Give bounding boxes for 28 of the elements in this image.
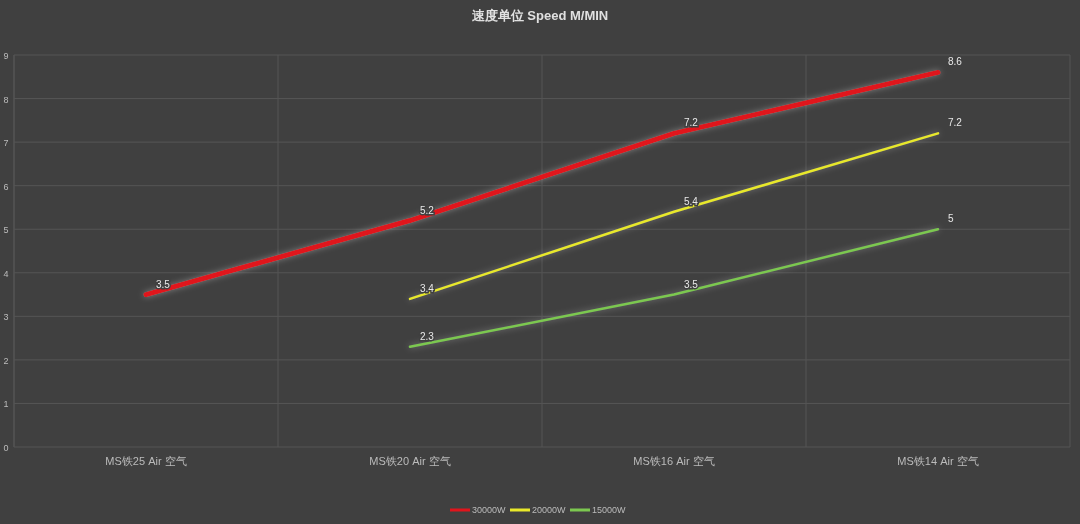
legend-label: 30000W — [472, 505, 507, 515]
data-label: 3.4 — [420, 282, 435, 294]
y-tick-label: 6 — [3, 181, 9, 192]
legend-label: 15000W — [592, 505, 627, 515]
x-tick-label: MS铁25 Air 空气 — [105, 455, 187, 467]
data-label: 5.4 — [684, 195, 699, 207]
y-tick-label: 5 — [3, 225, 9, 236]
x-tick-label: MS铁16 Air 空气 — [633, 455, 715, 467]
x-tick-label: MS铁20 Air 空气 — [369, 455, 451, 467]
x-tick-label: MS铁14 Air 空气 — [897, 455, 979, 467]
data-label: 5 — [948, 213, 954, 225]
data-label: 7.2 — [684, 117, 699, 129]
data-label: 7.2 — [948, 117, 963, 129]
y-tick-label: 1 — [3, 399, 9, 410]
data-label: 8.6 — [948, 56, 963, 68]
data-label: 5.2 — [420, 204, 435, 216]
legend-label: 20000W — [532, 505, 567, 515]
data-label: 2.3 — [420, 330, 435, 342]
y-tick-label: 3 — [3, 312, 9, 323]
y-tick-label: 0 — [3, 443, 9, 453]
y-tick-label: 8 — [3, 94, 9, 105]
y-tick-label: 9 — [3, 51, 9, 61]
y-tick-label: 7 — [3, 138, 9, 149]
chart-title: 速度单位 Speed M/MIN — [471, 8, 609, 23]
y-tick-label: 2 — [3, 355, 9, 366]
data-label: 3.5 — [156, 278, 171, 290]
data-label: 3.5 — [684, 278, 699, 290]
y-tick-label: 4 — [3, 268, 9, 279]
